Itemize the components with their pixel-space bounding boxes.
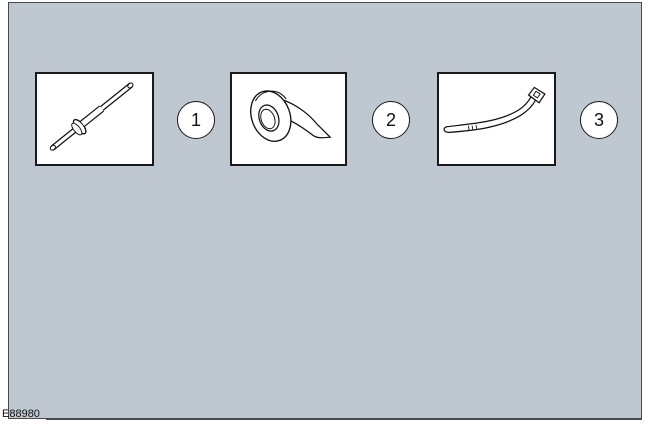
tape-roll-icon — [250, 90, 332, 142]
callout-1: 1 — [177, 101, 215, 139]
callout-2: 2 — [372, 101, 410, 139]
item-1-frame — [35, 72, 154, 166]
cable-tie-icon — [443, 86, 546, 134]
item-3-frame — [437, 72, 556, 166]
callout-3: 3 — [580, 101, 618, 139]
rivet-icon — [49, 82, 134, 151]
item-2-frame — [230, 72, 347, 166]
baseline-rule — [46, 419, 642, 420]
illustration-panel: 1 2 — [8, 2, 642, 419]
figure-reference-id: E88980 — [2, 408, 40, 420]
